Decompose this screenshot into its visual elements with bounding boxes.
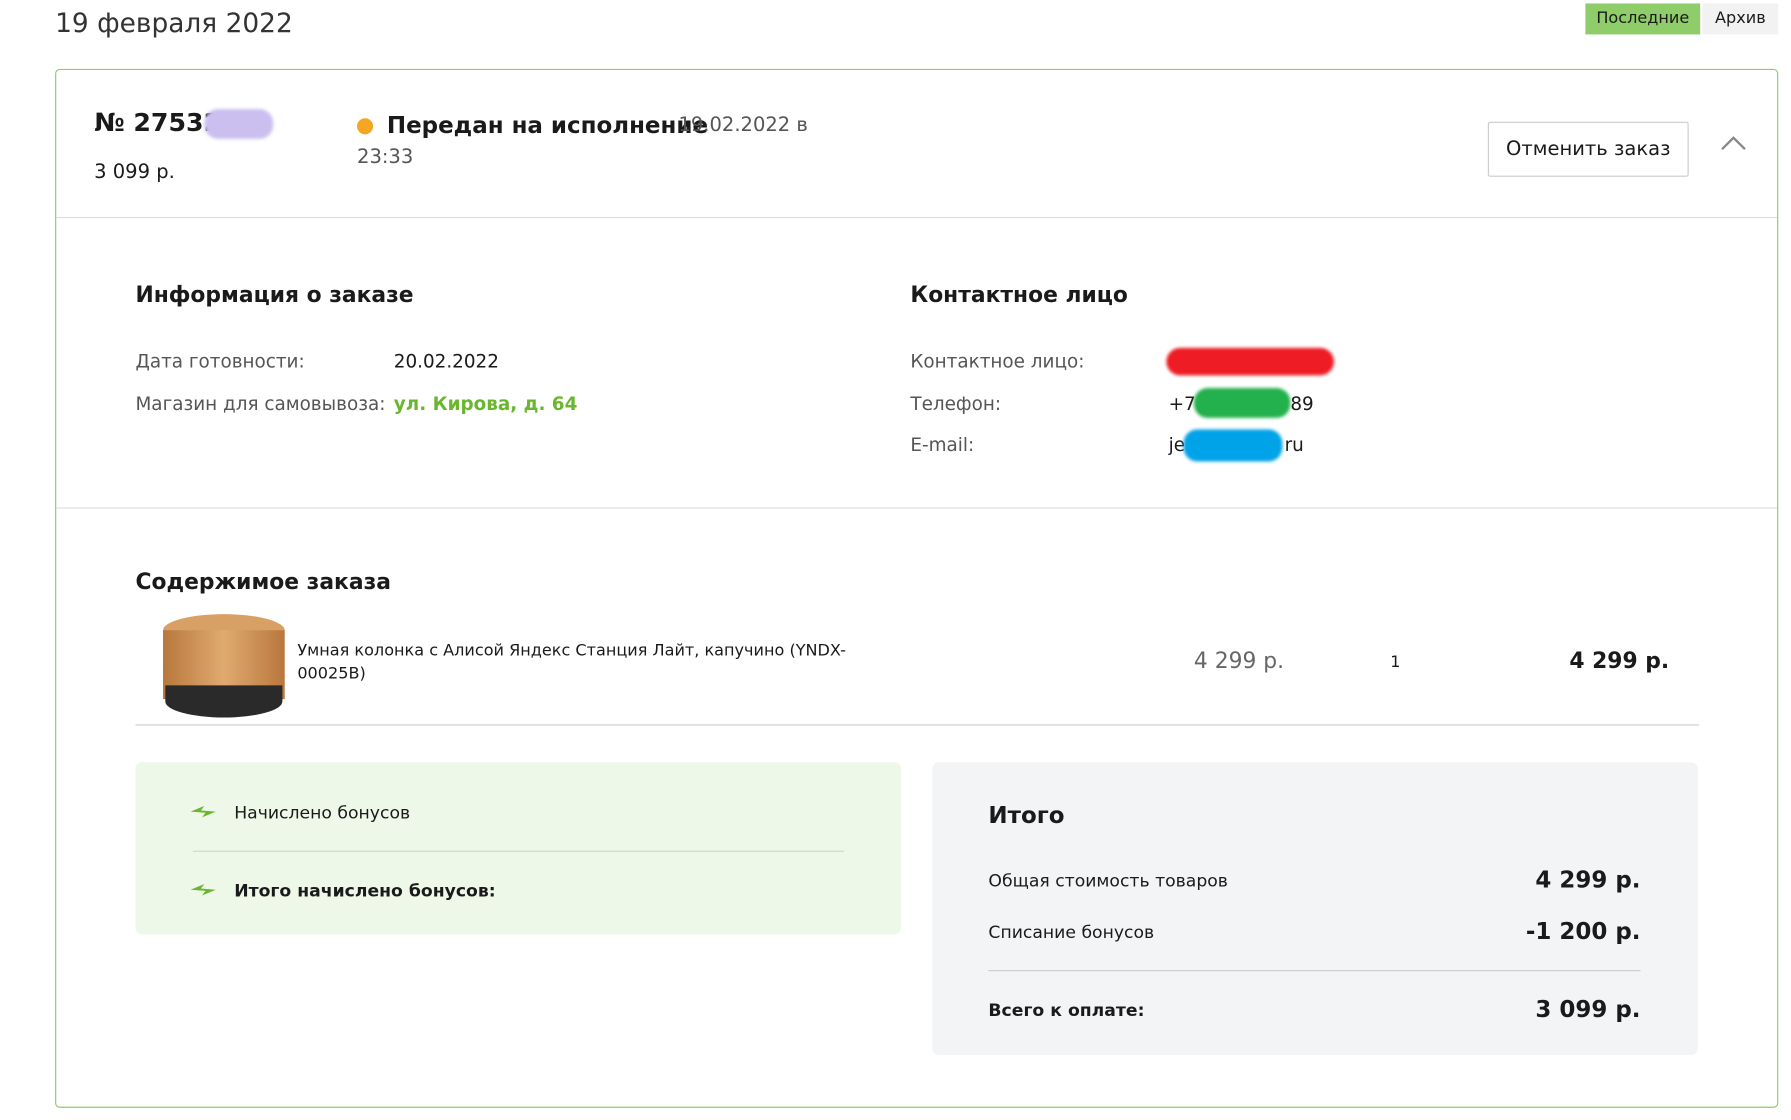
- grand-total-label: Всего к оплате:: [988, 999, 1145, 1021]
- order-total: 3 099 р.: [94, 160, 175, 184]
- section-title: Информация о заказе: [135, 282, 414, 308]
- order-card: [55, 68, 1779, 1108]
- bonus-label: Начислено бонусов: [234, 802, 411, 824]
- product-name: Умная колонка с Алисой Яндекс Станция Ла…: [297, 641, 846, 684]
- contact-label: Телефон:: [910, 392, 1002, 415]
- tab[interactable]: Последние: [1585, 3, 1701, 35]
- divider: [56, 507, 1778, 509]
- totals-title: Итого: [988, 801, 1065, 829]
- order-number: № 27532: [94, 109, 222, 138]
- product-qty: 1: [1390, 653, 1401, 672]
- info-label: Магазин для самовывоза:: [135, 392, 386, 415]
- totals-label: Списание бонусов: [988, 921, 1155, 943]
- redaction: [1166, 347, 1334, 376]
- info-label: Дата готовности:: [135, 350, 305, 372]
- redaction: [1193, 388, 1291, 418]
- info-value: 20.02.2022: [393, 350, 499, 372]
- divider: [192, 850, 844, 852]
- divider: [988, 970, 1641, 972]
- divider: [135, 724, 1700, 726]
- totals-value: 4 299 р.: [1535, 865, 1641, 894]
- status-time: 23:33: [357, 145, 414, 169]
- cancel-button[interactable]: Отменить заказ: [1487, 121, 1689, 177]
- totals-label: Общая стоимость товаров: [988, 870, 1228, 891]
- totals-value: -1 200 р.: [1525, 917, 1641, 945]
- bonus-total-label: Итого начислено бонусов:: [234, 880, 496, 902]
- status-date: 19.02.2022 в: [678, 113, 808, 137]
- section-title: Контактное лицо: [910, 282, 1128, 308]
- redaction: [204, 109, 274, 139]
- contact-label: E-mail:: [910, 433, 975, 456]
- divider: [56, 216, 1778, 219]
- grand-total-value: 3 099 р.: [1535, 995, 1641, 1023]
- store-link[interactable]: ул. Кирова, д. 64: [393, 392, 578, 415]
- contact-label: Контактное лицо:: [910, 350, 1085, 372]
- order-status: Передан на исполнение: [386, 111, 709, 139]
- tab[interactable]: Архив: [1702, 3, 1779, 35]
- section-title: Содержимое заказа: [135, 569, 391, 595]
- totals-panel: [932, 762, 1698, 1056]
- status-dot: [357, 118, 374, 135]
- email-end: ru: [1284, 433, 1304, 456]
- bonus-icon: [190, 883, 216, 896]
- date-heading: 19 февраля 2022: [55, 9, 293, 40]
- phone-end: 89: [1290, 392, 1314, 415]
- redaction: [1183, 429, 1283, 462]
- product-sum: 4 299 р.: [1569, 648, 1670, 674]
- product-image: [161, 614, 287, 721]
- collapse-icon[interactable]: [1720, 133, 1748, 151]
- bonus-panel: [135, 762, 902, 935]
- product-price: 4 299 р.: [1193, 648, 1285, 674]
- bonus-icon: [190, 805, 216, 818]
- email-start: je: [1168, 433, 1186, 456]
